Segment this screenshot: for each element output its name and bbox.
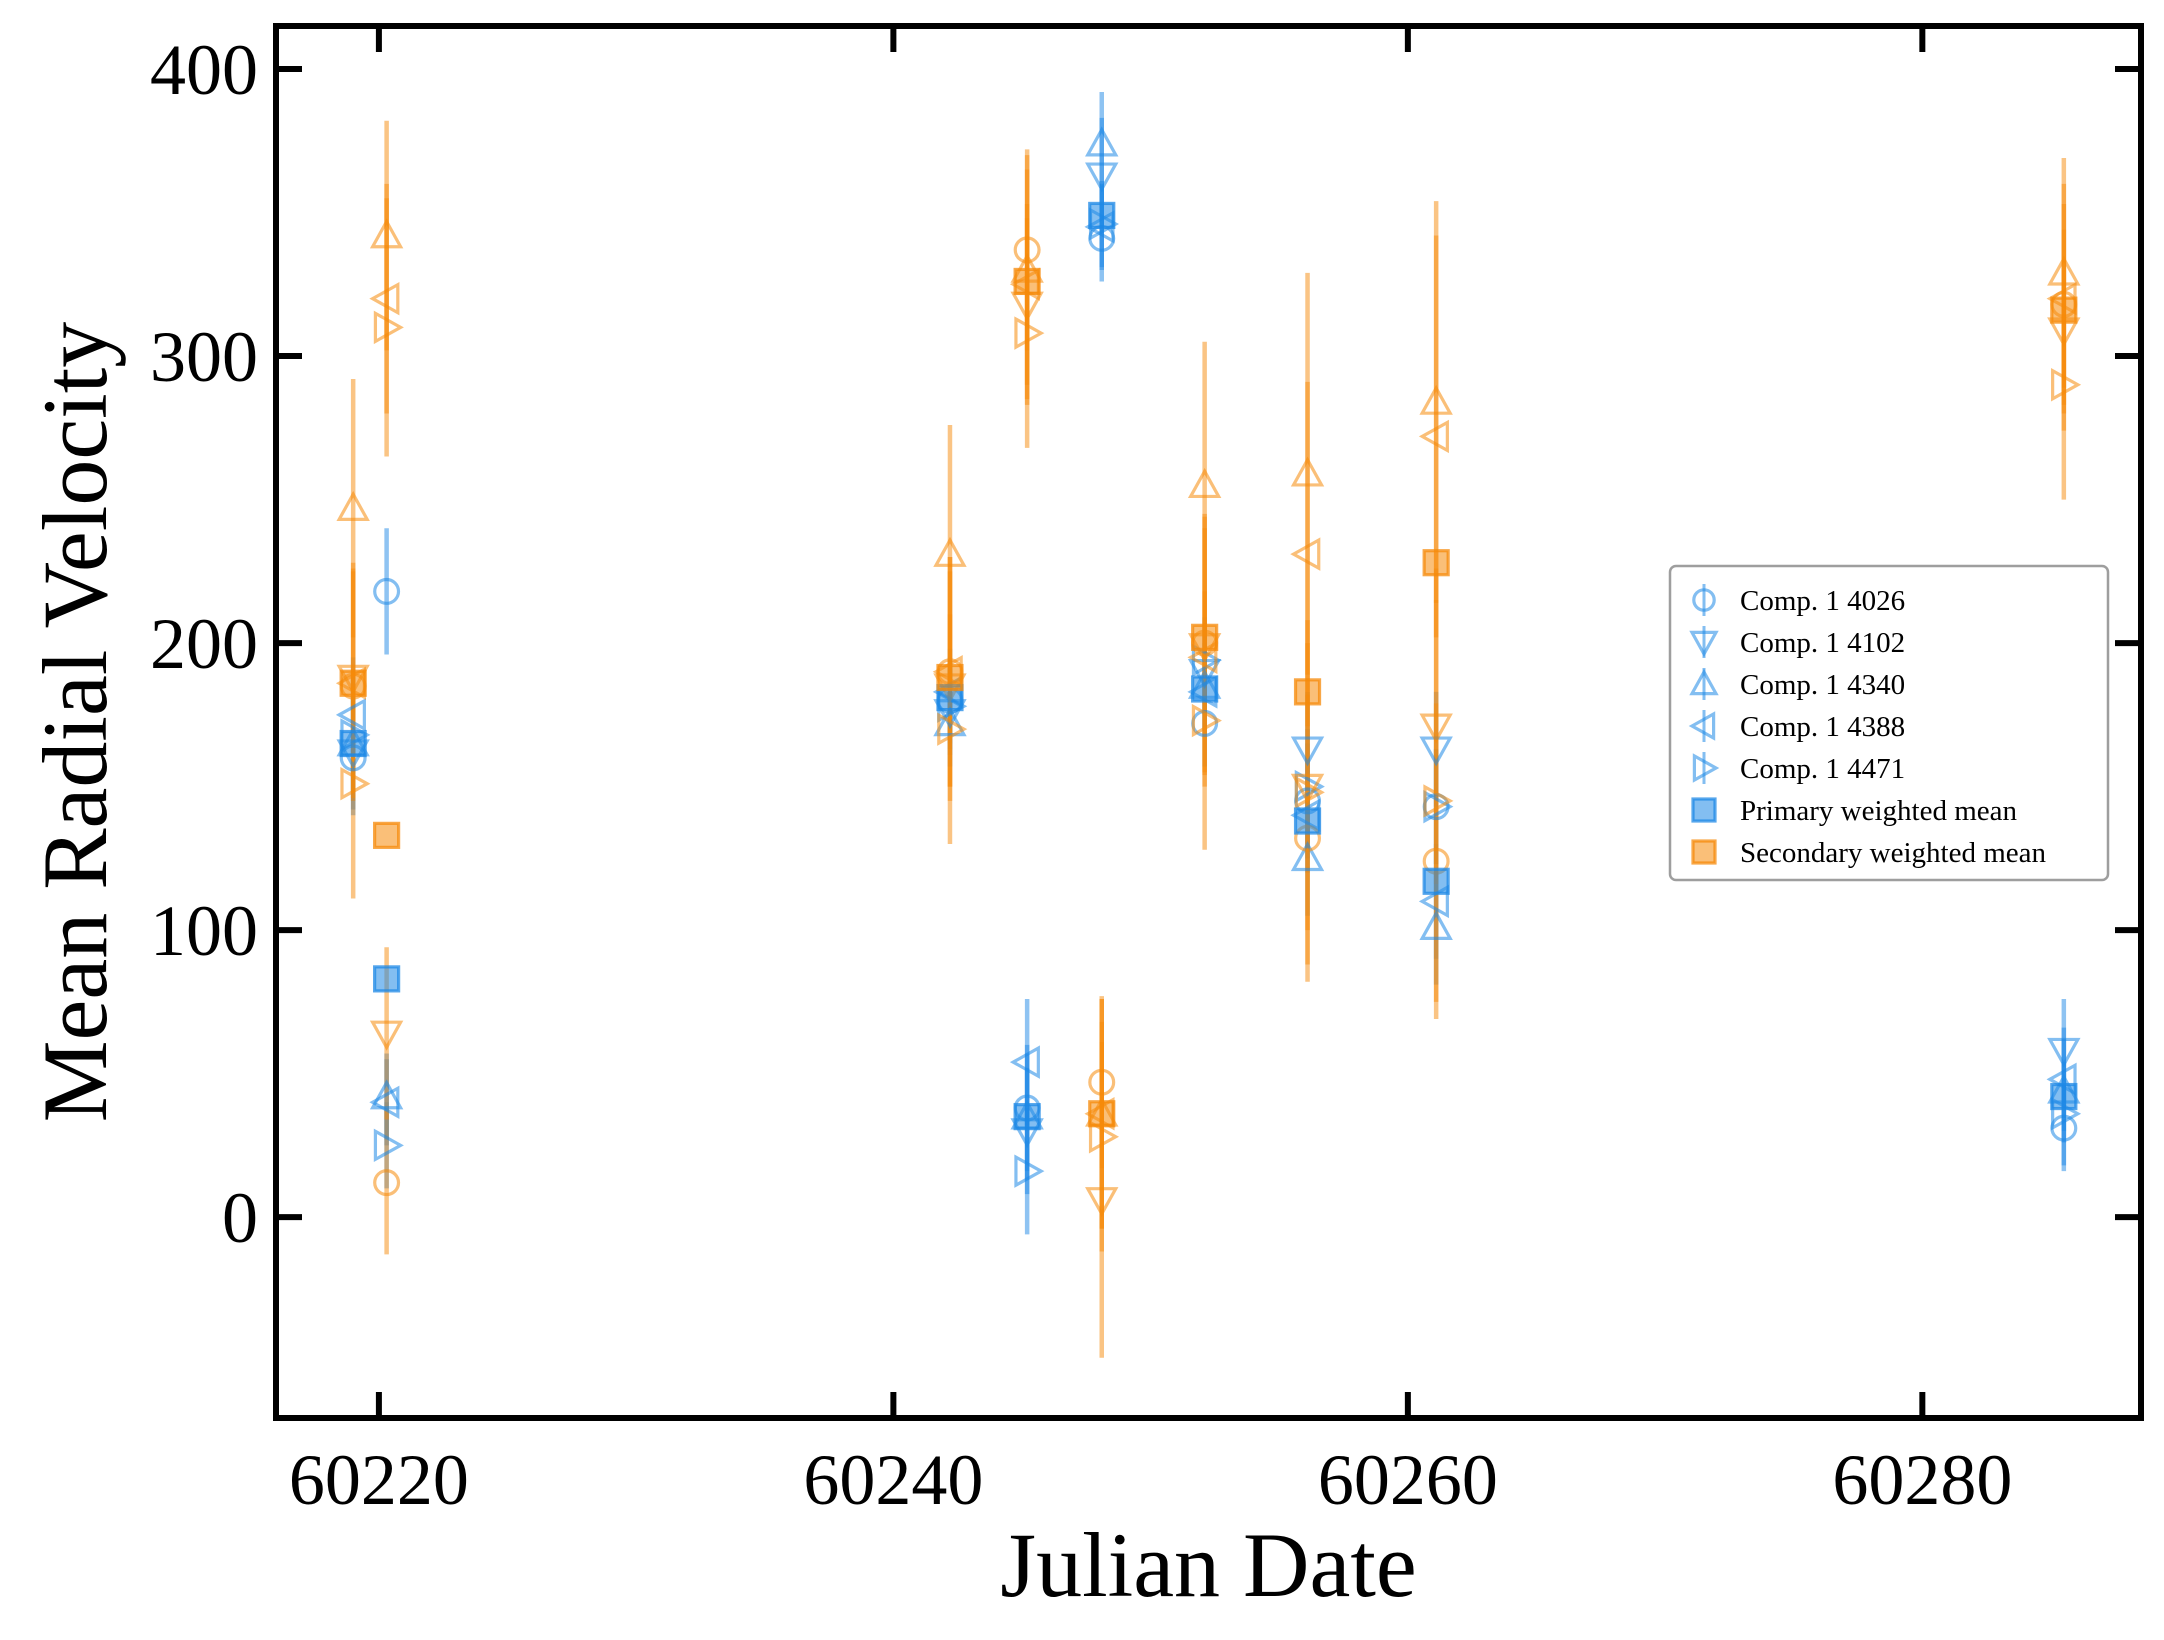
legend-label: Secondary weighted mean xyxy=(1740,837,2047,869)
secondary-weighted-mean-point xyxy=(2050,296,2078,324)
x-tick-label: 60220 xyxy=(289,1440,469,1520)
secondary-point-4340 xyxy=(1290,456,1325,487)
primary-weighted-mean-point xyxy=(2050,1082,2078,1111)
legend-label: Comp. 1 4102 xyxy=(1740,627,1905,659)
axis-tick-labels: 60220 60240 60260 60280 0 100 200 300 400 xyxy=(150,30,2012,1520)
secondary-point-4026 xyxy=(1088,1068,1116,1096)
legend-entry: Comp. 1 4340 xyxy=(1689,668,1905,701)
legend-square-marker xyxy=(1691,839,1717,865)
secondary-weighted-mean-point xyxy=(936,663,964,692)
legend-entry: Comp. 1 4026 xyxy=(1692,584,1905,617)
secondary-point-4026 xyxy=(373,1169,401,1197)
x-tick-label: 60260 xyxy=(1318,1440,1498,1520)
secondary-weighted-mean-point xyxy=(1088,1100,1116,1128)
primary-point-4102 xyxy=(1290,736,1325,767)
secondary-weighted-mean-point xyxy=(1422,549,1450,577)
secondary-point-4102 xyxy=(1085,1187,1119,1218)
primary-weighted-mean-point xyxy=(1422,867,1450,895)
x-tick-label: 60240 xyxy=(803,1440,983,1520)
legend-entry: Comp. 1 4388 xyxy=(1688,710,1905,743)
primary-point-4340 xyxy=(1419,909,1453,941)
legend-triangle-right-marker xyxy=(1692,753,1720,783)
secondary-point-4471 xyxy=(1088,1120,1120,1154)
axis-ticks xyxy=(276,26,2141,1418)
legend-circle-marker xyxy=(1692,588,1716,612)
x-axis-label: Julian Date xyxy=(1000,1514,1416,1616)
primary-point-4340 xyxy=(933,706,967,737)
plot-area xyxy=(335,92,2082,1358)
secondary-point-4102 xyxy=(1419,713,1453,744)
legend-label: Comp. 1 4471 xyxy=(1740,753,1905,785)
legend-entry: Primary weighted mean xyxy=(1691,795,2018,827)
legend-triangle-up-marker xyxy=(1689,668,1719,696)
secondary-point-4340 xyxy=(2047,255,2081,286)
primary-point-4388 xyxy=(1009,1045,1040,1079)
secondary-weighted-mean-point xyxy=(373,821,401,849)
secondary-weighted-mean-point xyxy=(1013,267,1041,296)
primary-point-4102 xyxy=(1085,162,1119,193)
y-tick-label: 400 xyxy=(150,30,258,110)
primary-point-4340 xyxy=(1290,841,1325,872)
secondary-point-4471 xyxy=(1191,703,1222,738)
legend-entry: Secondary weighted mean xyxy=(1691,837,2047,869)
weighted-mean-markers xyxy=(339,201,2078,1131)
secondary-point-4471 xyxy=(2051,368,2082,402)
legend-box xyxy=(1668,564,2110,882)
legend-square-marker xyxy=(1691,797,1717,823)
primary-weighted-mean-point xyxy=(373,965,401,993)
primary-point-4471 xyxy=(373,1128,404,1163)
legend: Comp. 1 4026 Comp. 1 4102 Comp. 1 4340 Comp… xyxy=(1668,564,2110,882)
secondary-point-4340 xyxy=(369,218,404,249)
y-tick-label: 200 xyxy=(150,604,258,684)
primary-point-4340 xyxy=(369,1079,404,1110)
legend-entry: Comp. 1 4471 xyxy=(1692,752,1905,785)
secondary-point-4471 xyxy=(1423,784,1454,818)
primary-weighted-mean-point xyxy=(1293,807,1322,835)
primary-point-4102 xyxy=(2047,1037,2081,1068)
primary-point-4026 xyxy=(373,577,401,605)
secondary-point-4102 xyxy=(369,1020,404,1051)
legend-triangle-left-marker xyxy=(1688,711,1716,741)
secondary-point-4388 xyxy=(1418,419,1449,454)
secondary-point-4388 xyxy=(1290,537,1321,571)
x-tick-label: 60280 xyxy=(1832,1440,2012,1520)
y-tick-label: 0 xyxy=(222,1178,258,1258)
secondary-weighted-mean-point xyxy=(1293,678,1322,706)
primary-point-4340 xyxy=(1085,126,1119,157)
y-axis-label: Mean Radial Velocity xyxy=(24,322,126,1123)
secondary-weighted-mean-point xyxy=(1191,623,1219,651)
primary-point-4388 xyxy=(369,1085,400,1120)
legend-label: Primary weighted mean xyxy=(1740,795,2018,827)
secondary-point-4471 xyxy=(340,766,371,801)
secondary-point-4471 xyxy=(1294,775,1325,810)
secondary-point-4471 xyxy=(373,310,404,345)
primary-point-4471 xyxy=(1014,1154,1045,1188)
secondary-weighted-mean-point xyxy=(339,669,367,697)
secondary-point-4340 xyxy=(1419,384,1453,415)
axes-frame xyxy=(273,23,2144,1421)
secondary-point-4340 xyxy=(1187,467,1222,499)
secondary-point-4340 xyxy=(933,536,967,567)
secondary-point-4388 xyxy=(369,281,400,316)
y-tick-label: 300 xyxy=(150,317,258,397)
y-tick-label: 100 xyxy=(150,891,258,971)
secondary-point-4026 xyxy=(1013,236,1041,264)
secondary-point-4471 xyxy=(1014,316,1045,350)
secondary-point-4471 xyxy=(937,712,968,746)
primary-weighted-mean-point xyxy=(1088,201,1116,230)
primary-weighted-mean-point xyxy=(339,729,367,758)
legend-label: Comp. 1 4026 xyxy=(1740,585,1905,617)
legend-triangle-down-marker xyxy=(1689,630,1719,658)
primary-point-4388 xyxy=(335,698,366,732)
legend-label: Comp. 1 4388 xyxy=(1740,711,1905,743)
legend-label: Comp. 1 4340 xyxy=(1740,669,1905,701)
primary-weighted-mean-point xyxy=(1013,1103,1041,1131)
secondary-point-4340 xyxy=(336,490,370,521)
primary-weighted-mean-point xyxy=(1191,675,1219,703)
legend-entry: Comp. 1 4102 xyxy=(1689,626,1905,659)
